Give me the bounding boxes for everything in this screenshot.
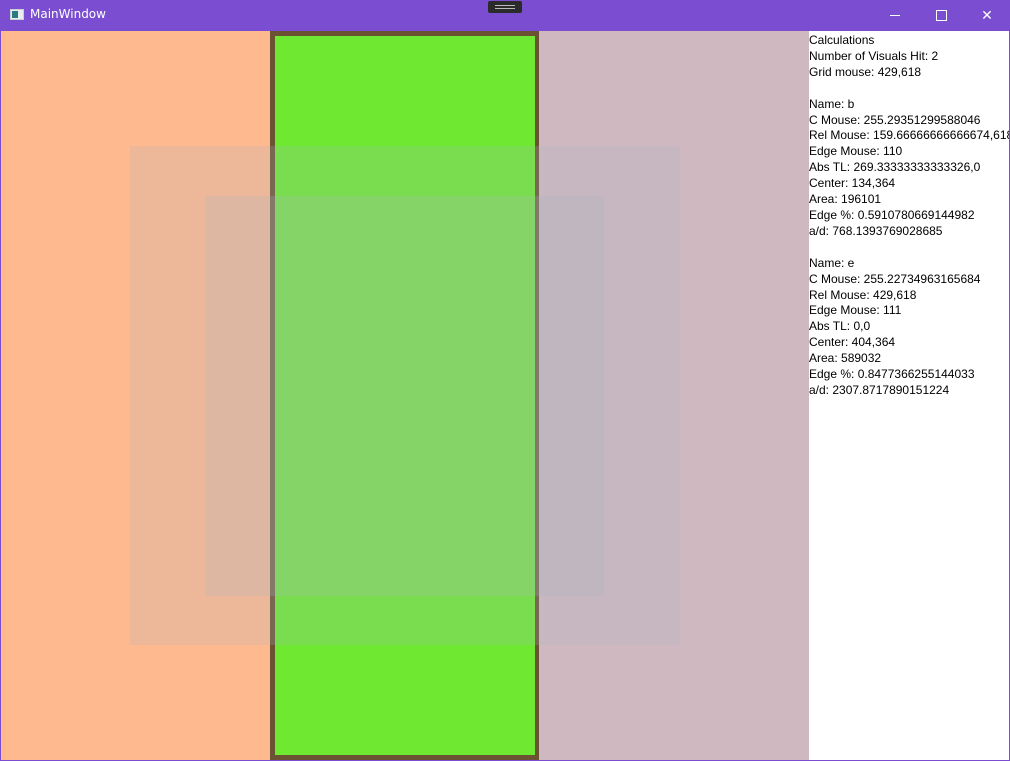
panel-heading: Calculations <box>809 33 875 47</box>
item-b-ad: a/d: 768.1393769028685 <box>809 223 943 238</box>
item-e-center: Center: 404,364 <box>809 335 896 350</box>
item-b-name: Name: b <box>809 96 855 111</box>
right-region[interactable] <box>539 31 809 760</box>
item-b-center: Center: 134,364 <box>809 176 896 191</box>
item-b-rel-mouse: Rel Mouse: 159.66666666666674,618 <box>809 128 1009 143</box>
close-button[interactable]: ✕ <box>964 0 1010 31</box>
item-e-edge-mouse: Edge Mouse: 111 <box>809 303 902 318</box>
item-b-edge-pct: Edge %: 0.5910780669144982 <box>809 207 975 222</box>
item-e-area: Area: 589032 <box>809 351 882 366</box>
calculations-panel: Calculations Number of Visuals Hit: 2 Grid… <box>809 33 1009 399</box>
inner-overlay-rect <box>205 196 604 596</box>
item-e-c-mouse: C Mouse: 255.22734963165684 <box>809 271 981 286</box>
grid-mouse: Grid mouse: 429,618 <box>809 64 922 79</box>
item-e-abs-tl: Abs TL: 0,0 <box>809 319 871 334</box>
item-e-ad: a/d: 2307.8717890151224 <box>809 382 950 397</box>
center-region-border[interactable] <box>270 31 539 760</box>
item-b-area: Area: 196101 <box>809 192 882 207</box>
item-b-edge-mouse: Edge Mouse: 110 <box>809 144 903 159</box>
item-b-abs-tl: Abs TL: 269.33333333333326,0 <box>809 160 981 175</box>
maximize-icon <box>935 10 947 21</box>
center-region[interactable] <box>275 36 535 755</box>
item-e-name: Name: e <box>809 255 855 270</box>
minimize-icon <box>890 15 900 16</box>
minimize-button[interactable] <box>872 0 918 31</box>
item-b-c-mouse: C Mouse: 255.29351299588046 <box>809 112 981 127</box>
outer-overlay-rect <box>130 146 680 645</box>
snap-grip-handle[interactable] <box>488 1 522 13</box>
item-e-edge-pct: Edge %: 0.8477366255144033 <box>809 367 975 382</box>
window-title: MainWindow <box>30 7 106 21</box>
item-e-rel-mouse: Rel Mouse: 429,618 <box>809 287 917 302</box>
visuals-hit: Number of Visuals Hit: 2 <box>809 48 939 63</box>
window-content: Calculations Number of Visuals Hit: 2 Grid… <box>1 31 1009 760</box>
left-region[interactable] <box>1 31 270 760</box>
close-icon: ✕ <box>981 7 993 24</box>
app-window-icon <box>10 9 24 20</box>
title-bar[interactable]: MainWindow ✕ <box>0 0 1010 31</box>
maximize-button[interactable] <box>918 0 964 31</box>
